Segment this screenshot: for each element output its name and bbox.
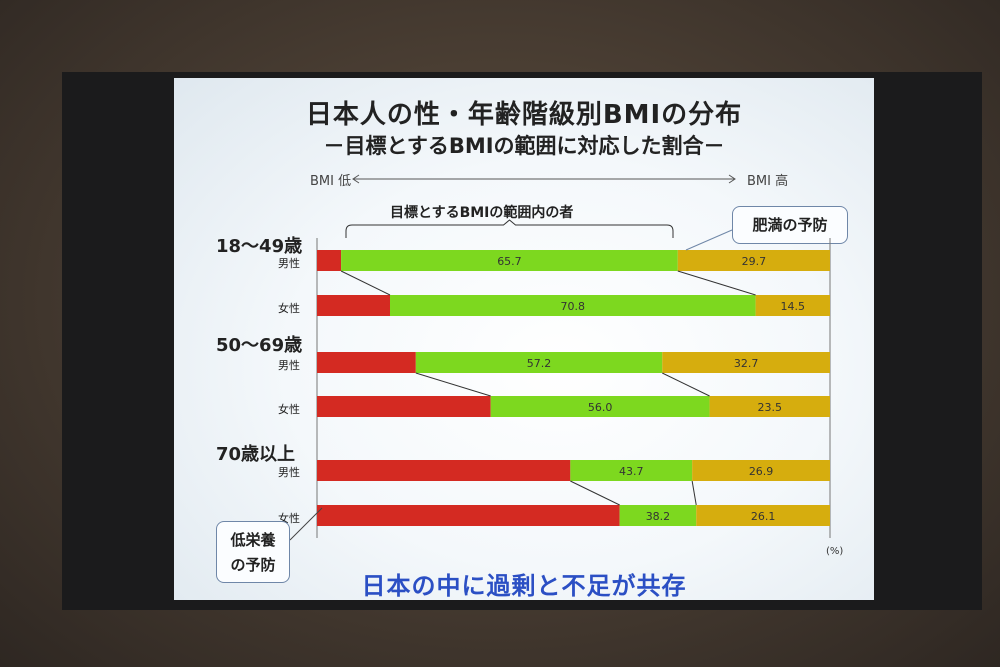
low-bmi-bar	[436, 505, 620, 526]
target-range-bar	[415, 352, 663, 373]
target-range-value: 56.0	[588, 401, 613, 414]
high-bmi-bar	[709, 396, 830, 417]
age-group-label: 50～69歳	[216, 335, 303, 356]
connector-line	[691, 480, 697, 506]
bottom-message: 日本の中に過剰と不足が共存	[361, 572, 687, 600]
target-range-bar	[390, 295, 756, 316]
sex-label: 女性	[278, 302, 300, 315]
low-bmi-bar	[419, 460, 571, 481]
high-bmi-value: 23.5	[758, 401, 783, 414]
target-range-value: 65.7	[497, 255, 522, 268]
presentation-slide: 日本人の性・年齢階級別BMIの分布 －目標とするBMIの範囲に対応した割合－ B…	[174, 78, 874, 600]
callout-line: の予防	[230, 556, 276, 574]
high-bmi-bar	[692, 460, 830, 481]
slide-subtitle: －目標とするBMIの範囲に対応した割合－	[323, 134, 725, 158]
high-bmi-bar	[677, 250, 830, 271]
low-bmi-bar	[385, 396, 491, 417]
connector-line	[570, 480, 620, 506]
obesity-prevention-callout: 肥満の予防	[732, 206, 848, 244]
low-bmi-bar	[364, 352, 416, 373]
undernutrition-prevention-callout: 低栄養 の予防	[216, 521, 290, 583]
high-bmi-bar	[662, 352, 830, 373]
age-group-label: 70歳以上	[216, 444, 296, 465]
connector-line	[662, 372, 710, 397]
target-range-bar	[570, 460, 693, 481]
bmi-direction-arrow-icon	[352, 174, 736, 184]
connector-line	[415, 372, 491, 397]
bmi-high-label: BMI 高	[747, 174, 789, 189]
high-bmi-value: 26.9	[749, 465, 774, 478]
low-bmi-bar	[317, 250, 342, 271]
callout-pointer-line	[685, 229, 733, 251]
high-bmi-value: 32.7	[734, 357, 759, 370]
high-bmi-value: 26.1	[751, 510, 776, 523]
target-range-value: 38.2	[646, 510, 671, 523]
target-range-value: 70.8	[561, 300, 586, 313]
target-range-bar	[341, 250, 678, 271]
bmi-low-label: BMI 低	[310, 174, 352, 189]
unit-label: (%)	[826, 546, 844, 557]
callout-line: 低栄養	[230, 531, 276, 549]
target-range-bracket	[345, 219, 674, 238]
high-bmi-value: 29.7	[742, 255, 767, 268]
high-bmi-bar	[755, 295, 830, 316]
bmi-stacked-bar-chart: 65.7 29.7 70.8 14.5 57.2 32.7 56.0 23.5 43.7 26.9…	[289, 219, 831, 541]
connector-line	[677, 270, 756, 296]
target-range-bar	[490, 396, 710, 417]
target-range-value: 57.2	[527, 357, 552, 370]
sex-label: 女性	[278, 403, 300, 416]
high-bmi-bar	[696, 505, 830, 526]
sex-label: 男性	[278, 466, 300, 479]
target-range-value: 43.7	[619, 465, 644, 478]
slide-title: 日本人の性・年齢階級別BMIの分布	[305, 100, 743, 130]
age-group-label: 18～49歳	[216, 236, 303, 257]
connector-line	[340, 270, 391, 296]
low-bmi-bar	[317, 352, 369, 373]
sex-label: 男性	[278, 257, 300, 270]
target-range-bar	[619, 505, 697, 526]
low-bmi-bar	[317, 295, 393, 316]
high-bmi-value: 14.5	[781, 300, 806, 313]
sex-label: 男性	[278, 359, 300, 372]
callout-pointer-line	[289, 507, 323, 541]
target-range-label: 目標とするBMIの範囲内の者	[390, 205, 574, 221]
